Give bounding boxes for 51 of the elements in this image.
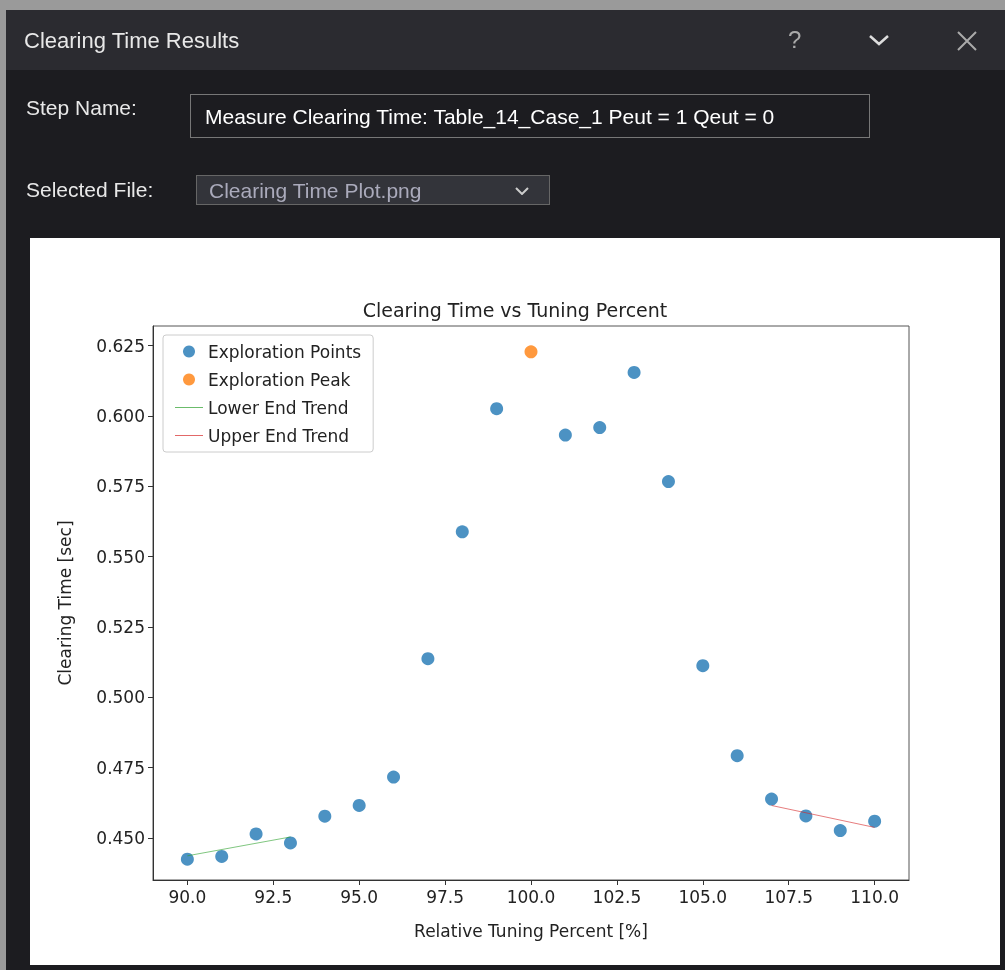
y-tick-label: 0.600 bbox=[96, 405, 145, 426]
x-tick-label: 107.5 bbox=[764, 886, 814, 907]
point bbox=[868, 814, 882, 828]
y-axis-title: Clearing Time [sec] bbox=[54, 520, 75, 686]
chart-title: Clearing Time vs Tuning Percent bbox=[362, 298, 668, 321]
y-tick-label: 0.625 bbox=[96, 335, 145, 356]
y-tick-label: 0.550 bbox=[96, 546, 145, 567]
point bbox=[833, 824, 847, 837]
legend-label: Upper End Trend bbox=[208, 425, 350, 446]
x-tick-label: 110.0 bbox=[850, 886, 899, 907]
point bbox=[352, 798, 366, 812]
point bbox=[627, 365, 641, 379]
point bbox=[593, 421, 607, 435]
text: Clearing Time Plot.png bbox=[209, 179, 422, 202]
x-tick-label: 105.0 bbox=[678, 886, 728, 907]
point bbox=[524, 345, 538, 359]
point bbox=[558, 428, 572, 442]
point bbox=[490, 402, 504, 416]
y-tick-label: 0.575 bbox=[96, 476, 145, 497]
text: Selected File: bbox=[26, 178, 154, 202]
text: Step Name: bbox=[26, 96, 137, 120]
point bbox=[318, 809, 332, 823]
x-tick-label: 100.0 bbox=[506, 886, 556, 907]
legend-label: Exploration Peak bbox=[208, 369, 351, 390]
x-axis-title: Relative Tuning Percent [%] bbox=[414, 920, 648, 941]
point bbox=[180, 852, 194, 866]
x-tick-label: 90.0 bbox=[168, 886, 207, 907]
x-tick-label: 92.5 bbox=[254, 886, 293, 907]
point bbox=[421, 652, 435, 666]
y-tick-label: 0.525 bbox=[96, 616, 145, 637]
legend-label: Lower End Trend bbox=[208, 397, 349, 418]
x-tick-label: 102.5 bbox=[592, 886, 642, 907]
point bbox=[696, 659, 710, 673]
y-tick-label: 0.500 bbox=[96, 687, 145, 708]
point bbox=[387, 770, 401, 784]
point bbox=[765, 792, 779, 806]
text: Clearing Time Results bbox=[24, 28, 240, 54]
x-tick-label: 97.5 bbox=[426, 886, 465, 907]
text: ? bbox=[788, 26, 802, 54]
y-tick-label: 0.450 bbox=[96, 827, 145, 848]
text: Measure Clearing Time: Table_14_Case_1 Peut = 1 Qeut = 0 bbox=[190, 94, 870, 138]
point bbox=[730, 749, 744, 763]
point bbox=[215, 849, 229, 863]
point bbox=[283, 836, 297, 850]
legend-label: Exploration Points bbox=[208, 341, 362, 362]
y-tick-label: 0.475 bbox=[96, 757, 145, 778]
point bbox=[799, 809, 813, 823]
x-tick-label: 95.0 bbox=[340, 886, 379, 907]
point bbox=[249, 827, 263, 841]
point bbox=[455, 525, 469, 539]
point bbox=[661, 475, 675, 489]
